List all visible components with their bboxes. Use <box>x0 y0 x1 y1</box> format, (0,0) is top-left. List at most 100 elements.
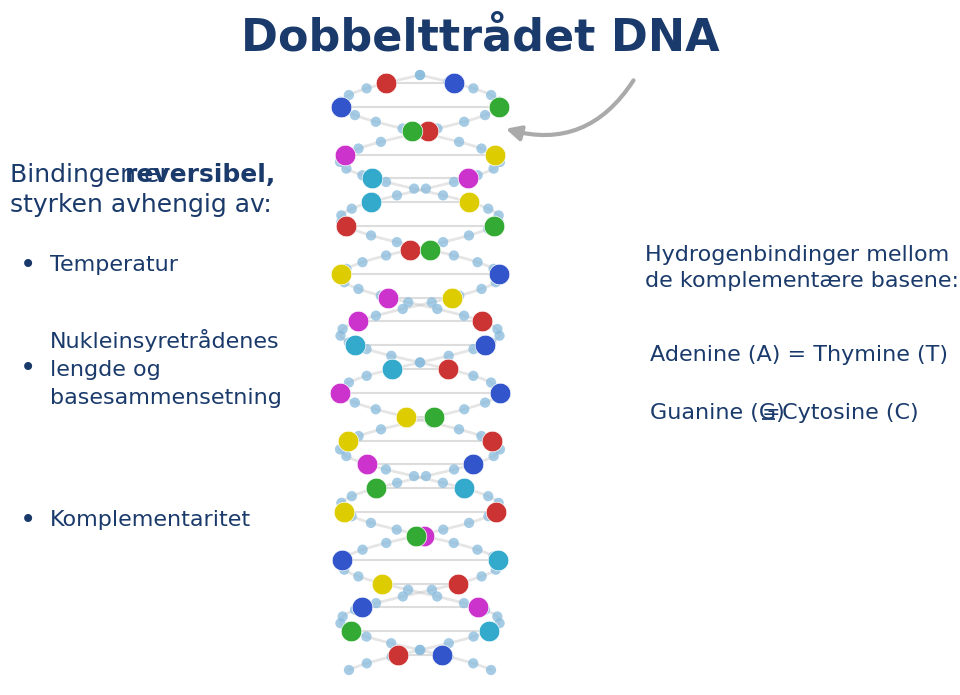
Point <box>484 377 499 388</box>
Point <box>492 270 508 281</box>
Point <box>333 330 348 341</box>
Point <box>378 464 394 475</box>
Point <box>344 626 359 637</box>
Point <box>397 411 413 423</box>
Point <box>492 387 508 398</box>
Point <box>451 424 467 435</box>
Point <box>390 190 405 201</box>
Point <box>332 156 348 167</box>
Point <box>466 343 481 354</box>
Point <box>389 236 404 247</box>
Point <box>484 90 499 101</box>
Point <box>373 578 389 589</box>
Point <box>400 129 416 140</box>
Point <box>488 277 503 288</box>
Point <box>364 197 379 208</box>
Point <box>430 410 445 421</box>
Point <box>391 649 406 660</box>
Point <box>474 143 490 154</box>
Point <box>462 517 477 528</box>
Point <box>389 524 404 535</box>
Text: =: = <box>762 403 780 423</box>
Point <box>339 551 354 562</box>
Point <box>461 484 476 495</box>
Point <box>474 284 490 295</box>
Point <box>383 638 398 649</box>
Point <box>384 363 399 375</box>
Point <box>477 604 492 615</box>
Point <box>390 477 405 489</box>
Point <box>369 482 384 493</box>
Point <box>446 537 462 548</box>
Point <box>457 404 472 415</box>
Point <box>488 437 503 448</box>
Point <box>333 618 348 629</box>
Point <box>461 230 476 241</box>
Point <box>413 70 428 81</box>
Text: styrken avhengig av:: styrken avhengig av: <box>10 193 272 217</box>
Point <box>337 277 352 288</box>
Point <box>355 544 371 555</box>
Text: Cytosine (C): Cytosine (C) <box>775 403 919 423</box>
Point <box>491 504 506 515</box>
Point <box>413 357 428 368</box>
Point <box>369 598 384 609</box>
Point <box>444 292 460 303</box>
Point <box>481 491 496 502</box>
Point <box>483 664 498 676</box>
Point <box>406 243 421 254</box>
Point <box>442 638 457 649</box>
Point <box>490 323 505 334</box>
Point <box>424 584 440 596</box>
Point <box>474 571 490 582</box>
Point <box>492 268 507 279</box>
Point <box>492 618 507 629</box>
Text: Komplementaritet: Komplementaritet <box>50 510 252 530</box>
Point <box>422 244 438 255</box>
Point <box>354 602 370 613</box>
Point <box>485 435 500 446</box>
Point <box>342 664 357 676</box>
Text: Guanine (G): Guanine (G) <box>650 403 792 423</box>
Point <box>359 83 374 94</box>
Point <box>487 149 502 160</box>
Point <box>420 125 436 136</box>
Point <box>491 498 506 509</box>
Point <box>456 310 471 321</box>
Point <box>348 110 363 121</box>
Point <box>333 268 348 279</box>
Point <box>451 136 467 147</box>
Point <box>332 387 348 398</box>
Point <box>359 657 374 669</box>
Point <box>466 83 481 94</box>
Point <box>424 297 440 308</box>
Point <box>365 173 380 184</box>
Point <box>484 624 499 635</box>
Point <box>395 123 410 134</box>
Point <box>344 491 359 502</box>
Point <box>474 316 490 327</box>
Text: Nukleinsyretrådenes
lengde og
basesammensetning: Nukleinsyretrådenes lengde og basesammen… <box>50 329 282 407</box>
Point <box>434 649 449 660</box>
Point <box>351 430 367 441</box>
Point <box>402 244 418 255</box>
Point <box>466 370 481 382</box>
Point <box>423 417 439 428</box>
Point <box>492 101 507 113</box>
Point <box>492 156 508 167</box>
Point <box>456 116 471 127</box>
Point <box>477 317 492 328</box>
Point <box>491 217 506 228</box>
Point <box>378 77 394 88</box>
Point <box>378 250 394 261</box>
Point <box>406 183 421 194</box>
Point <box>344 203 359 214</box>
Point <box>341 90 356 101</box>
Point <box>336 507 351 518</box>
Point <box>486 163 501 174</box>
Point <box>340 435 355 446</box>
Point <box>419 471 434 482</box>
Point <box>490 103 505 114</box>
Point <box>335 103 350 114</box>
Point <box>416 530 431 541</box>
